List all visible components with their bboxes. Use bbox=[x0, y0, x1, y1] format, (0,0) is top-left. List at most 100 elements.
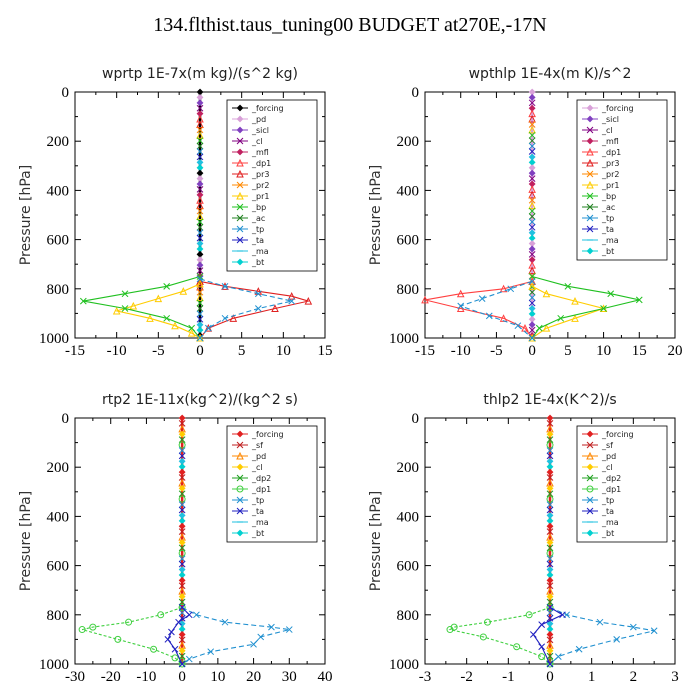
y-tick-label: 0 bbox=[62, 411, 70, 427]
legend-marker bbox=[236, 496, 244, 504]
legend-entry: _forcing bbox=[251, 104, 284, 113]
legend-entry: _cl bbox=[251, 463, 263, 472]
legend-marker bbox=[236, 191, 244, 200]
legend-marker bbox=[586, 104, 594, 112]
zero-marker bbox=[546, 631, 554, 638]
zero-marker bbox=[196, 310, 204, 318]
legend-marker bbox=[236, 137, 244, 145]
zero-marker bbox=[528, 207, 536, 215]
x-tick-label: 0 bbox=[196, 343, 204, 359]
x-tick-label: -15 bbox=[415, 343, 435, 359]
x-tick-label: -2 bbox=[460, 669, 473, 685]
legend-entry: _mfl bbox=[251, 148, 269, 157]
data-point bbox=[79, 297, 87, 305]
x-tick-label: -30 bbox=[65, 669, 85, 685]
zero-marker bbox=[528, 294, 536, 302]
data-point bbox=[229, 314, 238, 322]
data-point bbox=[271, 304, 279, 312]
legend-entry: _cl bbox=[601, 463, 613, 472]
zero-marker bbox=[196, 299, 204, 307]
x-tick-label: 3 bbox=[671, 669, 679, 685]
data-point bbox=[196, 275, 204, 283]
data-point bbox=[596, 618, 604, 626]
data-point bbox=[154, 294, 163, 303]
data-point bbox=[171, 645, 179, 653]
x-tick-label: 5 bbox=[564, 343, 572, 359]
series-pr1 bbox=[112, 279, 204, 342]
zero-marker bbox=[196, 218, 204, 226]
legend-marker bbox=[586, 137, 594, 145]
zero-marker bbox=[546, 539, 554, 546]
zero-marker bbox=[178, 576, 186, 584]
legend-marker bbox=[586, 147, 594, 156]
y-tick-label: 200 bbox=[397, 460, 420, 476]
x-tick-label: 15 bbox=[318, 343, 333, 359]
y-tick-label: 600 bbox=[397, 559, 420, 575]
legend-marker bbox=[236, 225, 244, 233]
data-point bbox=[175, 618, 182, 626]
data-point bbox=[575, 645, 583, 653]
zero-marker bbox=[546, 468, 554, 476]
series-ta bbox=[529, 604, 566, 668]
legend-marker bbox=[586, 247, 594, 255]
legend-entry: _ta bbox=[601, 225, 614, 234]
zero-marker bbox=[528, 251, 536, 258]
legend-entry: _dp1 bbox=[251, 485, 271, 494]
data-point bbox=[554, 653, 562, 660]
legend-marker bbox=[586, 496, 594, 504]
y-tick-label: 600 bbox=[397, 233, 420, 249]
data-point bbox=[168, 628, 175, 636]
data-point bbox=[196, 273, 204, 280]
legend-marker bbox=[586, 474, 594, 482]
x-tick-label: -10 bbox=[136, 669, 156, 685]
data-point bbox=[163, 314, 171, 322]
data-point bbox=[196, 333, 204, 342]
legend-entry: _ta bbox=[601, 507, 614, 516]
zero-marker bbox=[546, 647, 554, 655]
zero-marker bbox=[178, 647, 186, 655]
data-point bbox=[571, 314, 579, 322]
data-point bbox=[207, 648, 215, 656]
legend-entry: _bt bbox=[601, 247, 614, 256]
data-point bbox=[304, 296, 313, 305]
data-point bbox=[89, 623, 97, 631]
legend-entry: _bt bbox=[251, 529, 264, 538]
legend-marker bbox=[236, 115, 244, 123]
zero-marker bbox=[546, 506, 554, 514]
legend-entry: _ma bbox=[601, 518, 619, 527]
x-tick-label: 20 bbox=[246, 669, 261, 685]
legend-marker bbox=[586, 180, 594, 189]
data-point bbox=[129, 301, 138, 310]
y-axis-label: Pressure [hPa] bbox=[368, 165, 384, 265]
zero-marker bbox=[178, 495, 186, 503]
zero-marker bbox=[178, 490, 186, 498]
data-point bbox=[185, 655, 193, 663]
legend-entry: _tp bbox=[601, 496, 614, 505]
series-tp bbox=[457, 278, 536, 342]
data-point bbox=[538, 653, 546, 661]
legend-entry: _sicl bbox=[251, 126, 269, 135]
legend-marker bbox=[586, 485, 594, 493]
data-point bbox=[188, 324, 196, 332]
data-point bbox=[288, 297, 296, 305]
series-line bbox=[531, 275, 640, 339]
zero-marker bbox=[178, 636, 186, 644]
zero-marker bbox=[546, 430, 554, 438]
legend-entry: _pr1 bbox=[601, 181, 619, 190]
data-point bbox=[121, 305, 129, 312]
zero-marker bbox=[546, 576, 554, 584]
data-point bbox=[193, 611, 200, 619]
zero-marker bbox=[546, 593, 554, 601]
legend-entry: _tp bbox=[251, 225, 264, 234]
x-tick-label: -20 bbox=[101, 669, 121, 685]
zero-marker bbox=[528, 196, 536, 204]
legend-entry: _pr3 bbox=[601, 159, 619, 168]
zero-marker bbox=[196, 99, 204, 107]
zero-marker bbox=[546, 528, 554, 536]
zero-marker bbox=[528, 121, 536, 128]
y-tick-label: 1000 bbox=[389, 657, 419, 673]
zero-marker bbox=[178, 598, 186, 606]
legend-marker bbox=[236, 529, 244, 537]
data-point bbox=[178, 660, 186, 668]
legend-marker bbox=[586, 529, 594, 537]
